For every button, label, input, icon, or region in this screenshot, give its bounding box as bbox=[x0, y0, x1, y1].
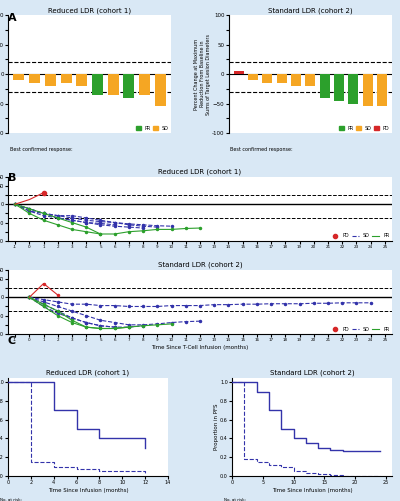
Title: Reduced LDR (cohort 1): Reduced LDR (cohort 1) bbox=[48, 7, 131, 14]
Text: C: C bbox=[8, 336, 16, 346]
Text: Best confirmed response:: Best confirmed response: bbox=[230, 147, 293, 152]
Bar bbox=[45, 74, 56, 86]
Text: No. at risk:: No. at risk: bbox=[0, 497, 22, 501]
Bar bbox=[277, 74, 287, 83]
Title: Reduced LDR (cohort 1): Reduced LDR (cohort 1) bbox=[46, 370, 130, 376]
Bar bbox=[234, 71, 244, 74]
Bar bbox=[262, 74, 272, 83]
Bar bbox=[124, 74, 134, 98]
Legend: PR, SD: PR, SD bbox=[136, 126, 169, 131]
Bar bbox=[14, 74, 24, 80]
X-axis label: Time Since Infusion (months): Time Since Infusion (months) bbox=[272, 488, 352, 493]
Legend: PD, SD, PR: PD, SD, PR bbox=[332, 233, 390, 238]
Bar bbox=[92, 74, 103, 95]
Bar bbox=[248, 74, 258, 80]
Bar bbox=[305, 74, 315, 86]
Legend: PD, SD, PR: PD, SD, PR bbox=[332, 327, 390, 332]
Y-axis label: Percent Change at Maximum
Reduction From Baseline in
Sums of Target Lesion Diame: Percent Change at Maximum Reduction From… bbox=[194, 34, 210, 115]
Text: A: A bbox=[8, 13, 17, 23]
Text: B: B bbox=[8, 173, 16, 183]
Bar bbox=[334, 74, 344, 101]
Bar bbox=[29, 74, 40, 83]
Bar bbox=[291, 74, 301, 86]
Bar bbox=[139, 74, 150, 95]
Title: Reduced LDR (cohort 1): Reduced LDR (cohort 1) bbox=[158, 169, 242, 175]
Title: Standard LDR (cohort 2): Standard LDR (cohort 2) bbox=[268, 7, 353, 14]
Legend: PR, SD, PD: PR, SD, PD bbox=[339, 126, 390, 131]
Bar bbox=[76, 74, 87, 86]
Bar bbox=[155, 74, 166, 107]
Bar bbox=[348, 74, 358, 104]
Title: Standard LDR (cohort 2): Standard LDR (cohort 2) bbox=[270, 370, 354, 376]
Bar bbox=[61, 74, 72, 83]
Text: Best confirmed response:: Best confirmed response: bbox=[10, 147, 72, 152]
Bar bbox=[377, 74, 387, 107]
X-axis label: Time Since Infusion (months): Time Since Infusion (months) bbox=[48, 488, 128, 493]
Bar bbox=[320, 74, 330, 98]
Title: Standard LDR (cohort 2): Standard LDR (cohort 2) bbox=[158, 262, 242, 269]
Text: No. at risk:: No. at risk: bbox=[224, 497, 246, 501]
Bar bbox=[108, 74, 119, 95]
X-axis label: Time Since T-Cell Infusion (months): Time Since T-Cell Infusion (months) bbox=[151, 345, 249, 350]
Bar bbox=[363, 74, 373, 107]
Y-axis label: Proportion in PFS: Proportion in PFS bbox=[214, 403, 219, 450]
